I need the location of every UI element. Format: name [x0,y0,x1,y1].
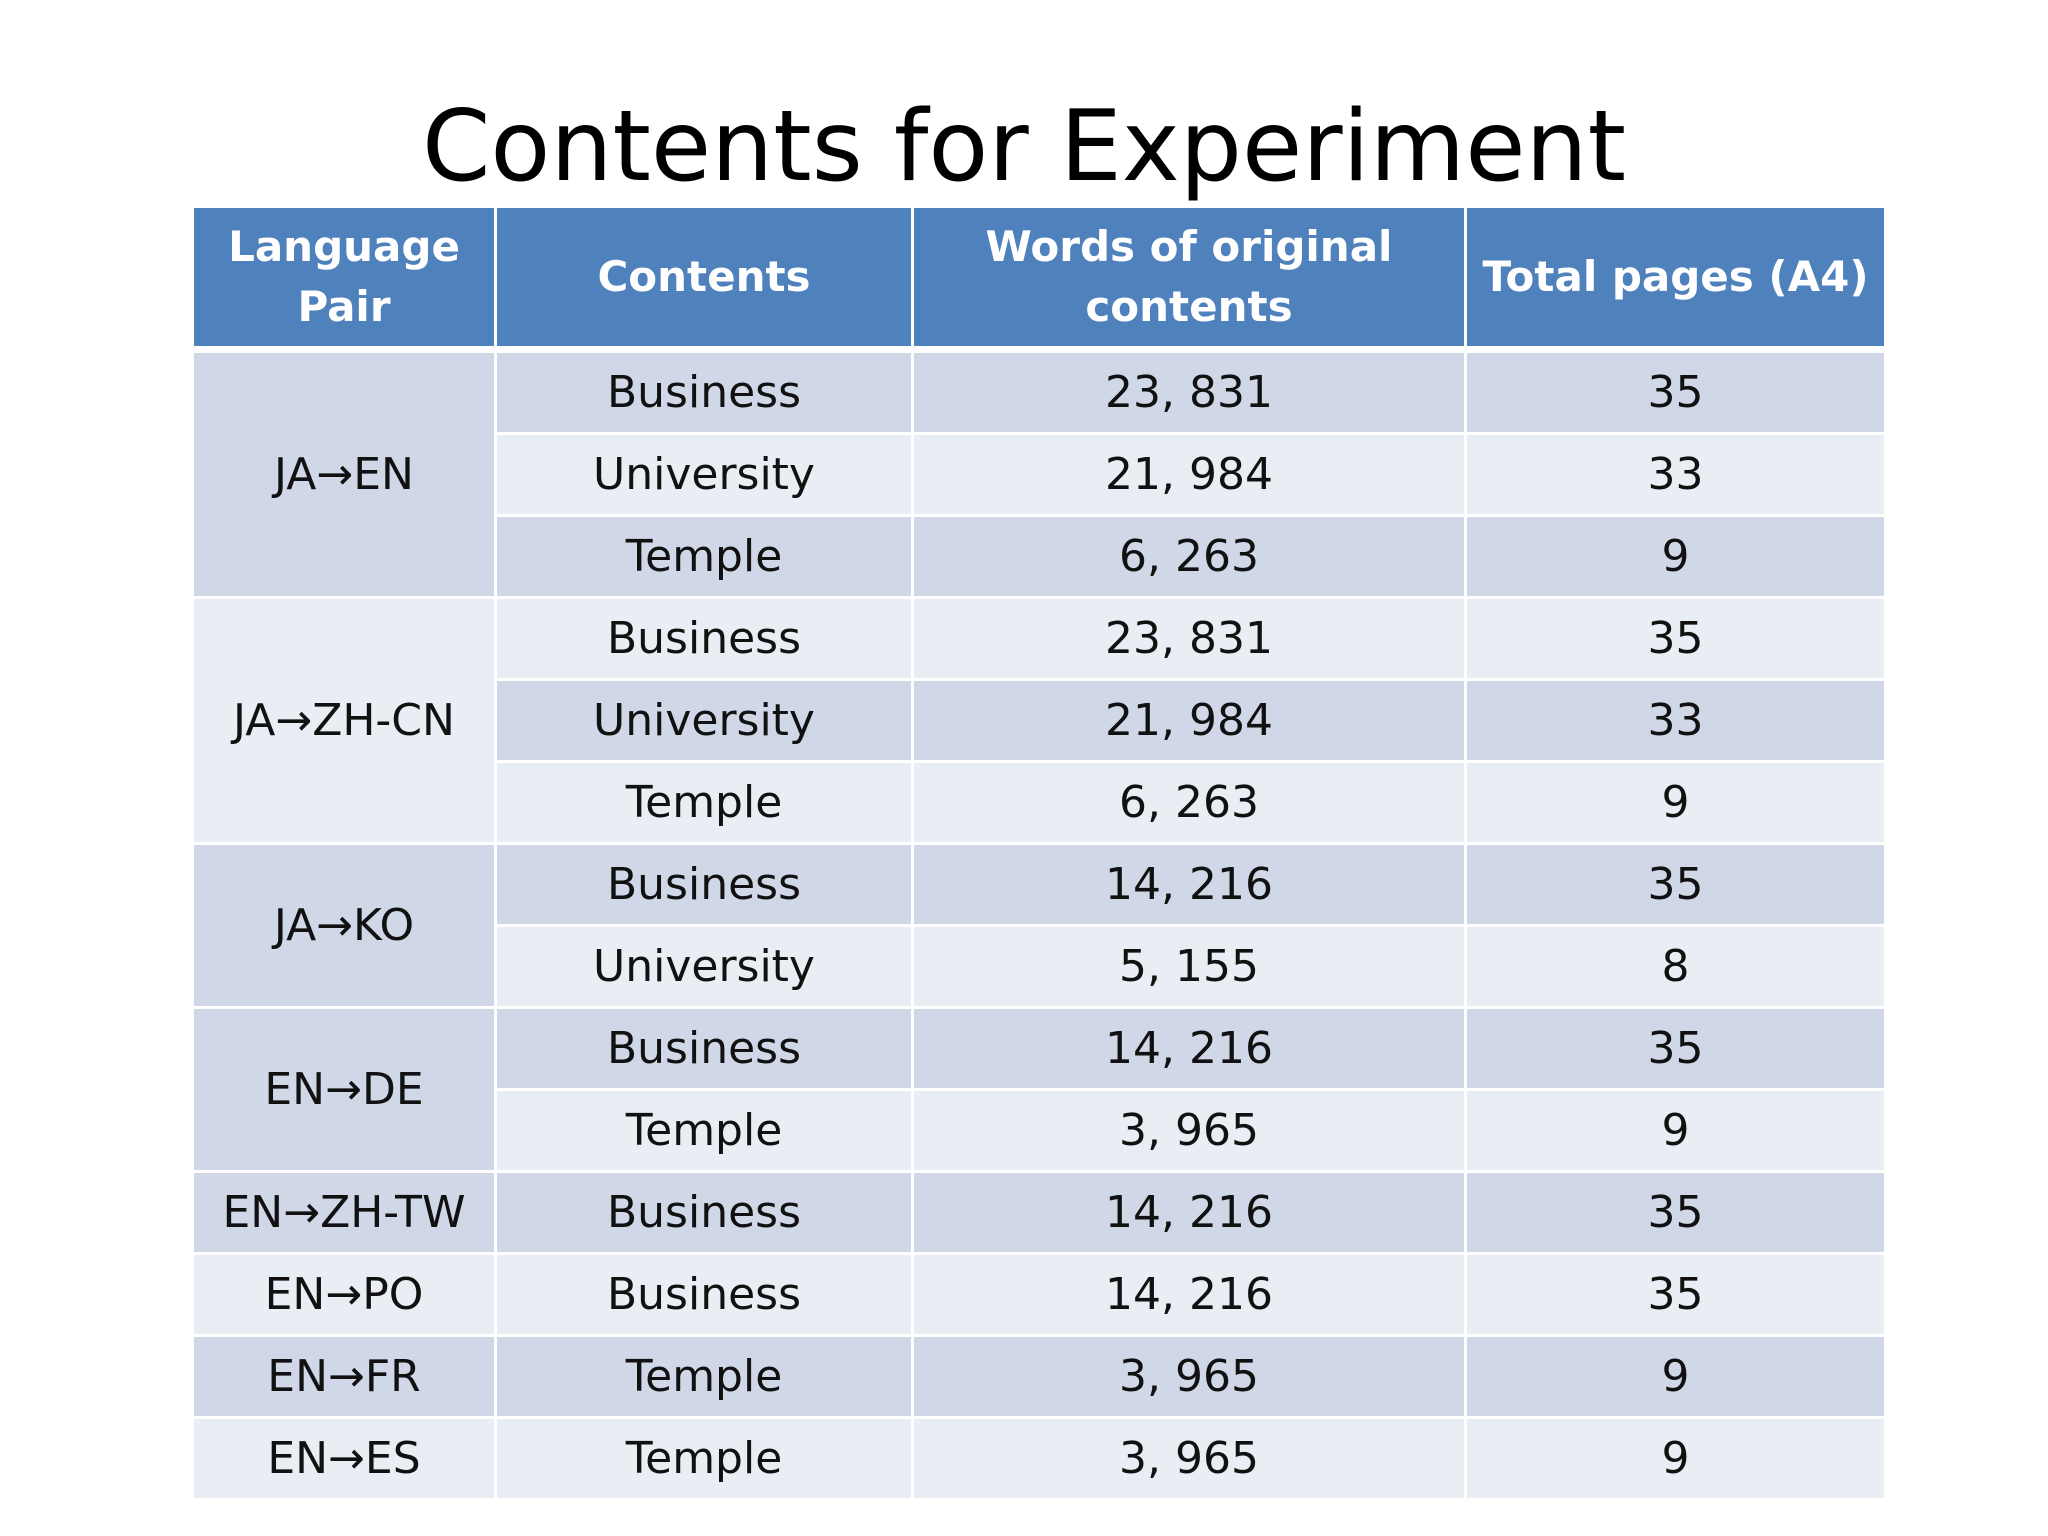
contents-table: Language Pair Contents Words of original… [194,208,1884,1501]
words-cell: 14, 216 [914,845,1467,927]
contents-cell: Business [497,1009,914,1091]
contents-cell: Temple [497,517,914,599]
words-cell: 14, 216 [914,1173,1467,1255]
pages-cell: 33 [1467,435,1884,517]
pages-cell: 35 [1467,1255,1884,1337]
contents-cell: University [497,927,914,1009]
pages-cell: 35 [1467,1009,1884,1091]
table-row: University 5, 155 8 [194,927,1884,1009]
table-row: Temple 6, 263 9 [194,763,1884,845]
pages-cell: 35 [1467,845,1884,927]
pages-cell: 8 [1467,927,1884,1009]
header-language-pair: Language Pair [194,208,497,353]
pages-cell: 35 [1467,599,1884,681]
words-cell: 21, 984 [914,681,1467,763]
language-pair-cell: EN→FR [194,1337,497,1419]
table-row: EN→ES Temple 3, 965 9 [194,1419,1884,1501]
table-row: University 21, 984 33 [194,681,1884,763]
words-cell: 23, 831 [914,353,1467,435]
contents-cell: Business [497,1255,914,1337]
words-cell: 14, 216 [914,1255,1467,1337]
pages-cell: 33 [1467,681,1884,763]
table-row: EN→DE Business 14, 216 35 [194,1009,1884,1173]
contents-cell: Business [497,845,914,927]
words-cell: 6, 263 [914,517,1467,599]
words-cell: 23, 831 [914,599,1467,681]
words-cell: 3, 965 [914,1419,1467,1501]
contents-cell: Business [497,353,914,435]
header-total-pages: Total pages (A4) [1467,208,1884,353]
language-pair-cell: JA→EN [194,353,497,599]
header-words: Words of original contents [914,208,1467,353]
pages-cell: 9 [1467,1419,1884,1501]
language-pair-cell: EN→ZH-TW [194,1173,497,1255]
contents-cell: University [497,681,914,763]
table-row: EN→FR Temple 3, 965 9 [194,1337,1884,1419]
pages-cell: 35 [1467,1173,1884,1255]
language-pair-cell: JA→KO [194,845,497,1009]
contents-cell: Temple [497,1419,914,1501]
table-row: Temple 6, 263 9 [194,517,1884,599]
words-cell: 21, 984 [914,435,1467,517]
contents-cell: Business [497,1173,914,1255]
language-pair-cell: EN→ES [194,1419,497,1501]
table-row: Temple 3, 965 9 [194,1091,1884,1173]
contents-cell: Temple [497,1337,914,1419]
words-cell: 6, 263 [914,763,1467,845]
table-body: JA→EN Business 23, 831 35 University 21, 984 3… [194,353,1884,1501]
contents-cell: Temple [497,1091,914,1173]
table-row: JA→KO Business 14, 216 35 [194,845,1884,1009]
words-cell: 3, 965 [914,1337,1467,1419]
table-row: EN→PO Business 14, 216 35 [194,1255,1884,1337]
language-pair-cell: EN→PO [194,1255,497,1337]
pages-cell: 9 [1467,763,1884,845]
words-cell: 5, 155 [914,927,1467,1009]
contents-cell: Business [497,599,914,681]
table-row: JA→EN Business 23, 831 35 [194,353,1884,599]
words-cell: 3, 965 [914,1091,1467,1173]
pages-cell: 35 [1467,353,1884,435]
words-cell: 14, 216 [914,1009,1467,1091]
language-pair-cell: EN→DE [194,1009,497,1173]
pages-cell: 9 [1467,517,1884,599]
table-header-row: Language Pair Contents Words of original… [194,208,1884,353]
table-row: University 21, 984 33 [194,435,1884,517]
slide-title: Contents for Experiment [421,90,1627,204]
contents-cell: University [497,435,914,517]
header-contents: Contents [497,208,914,353]
pages-cell: 9 [1467,1091,1884,1173]
contents-cell: Temple [497,763,914,845]
table-row: JA→ZH-CN Business 23, 831 35 [194,599,1884,845]
language-pair-cell: JA→ZH-CN [194,599,497,845]
table-row: EN→ZH-TW Business 14, 216 35 [194,1173,1884,1255]
pages-cell: 9 [1467,1337,1884,1419]
